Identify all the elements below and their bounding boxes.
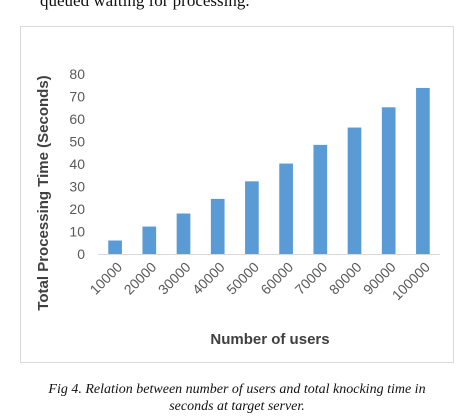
- bar: [210, 198, 225, 254]
- x-tick-label: 30000: [155, 259, 194, 298]
- x-tick-label: 10000: [86, 259, 125, 298]
- y-tick-label: 50: [69, 134, 85, 150]
- bar: [279, 163, 293, 254]
- x-tick-label: 100000: [389, 259, 433, 303]
- chart-frame: [20, 26, 454, 363]
- x-tick-label: 70000: [292, 259, 331, 298]
- y-tick-labels: 0 10 20 30 40 50 60 70 80: [69, 66, 85, 262]
- bar: [313, 144, 328, 254]
- figure-caption: Fig 4. Relation between number of users …: [0, 381, 474, 415]
- x-axis-label: Number of users: [210, 331, 329, 348]
- x-tick-label: 60000: [257, 259, 296, 298]
- bar: [142, 226, 157, 254]
- bar: [416, 87, 430, 254]
- y-axis-label: Total Processing Time (Seconds): [35, 75, 52, 310]
- bar: [176, 213, 191, 254]
- y-tick-label: 40: [69, 156, 85, 172]
- bar: [381, 107, 396, 254]
- x-tick-labels: 1000020000300004000050000600007000080000…: [86, 259, 433, 303]
- y-tick-label: 80: [69, 66, 85, 82]
- y-tick-label: 20: [69, 201, 85, 217]
- x-tick-label: 40000: [189, 259, 228, 298]
- bars: [108, 87, 430, 254]
- body-text-fragment: queued waiting for processing.: [40, 0, 250, 10]
- y-tick-label: 70: [69, 89, 85, 105]
- x-tick-label: 20000: [121, 259, 160, 298]
- y-tick-label: 30: [69, 179, 85, 195]
- y-tick-label: 0: [77, 246, 85, 262]
- y-tick-label: 10: [69, 224, 85, 240]
- bar: [108, 240, 122, 254]
- bar: [347, 127, 362, 254]
- bar: [245, 181, 259, 254]
- x-tick-label: 80000: [326, 259, 365, 298]
- caption-line-1: Fig 4. Relation between number of users …: [48, 382, 426, 397]
- x-tick-label: 50000: [223, 259, 262, 298]
- caption-line-2: seconds at target server.: [169, 399, 305, 414]
- y-tick-label: 60: [69, 111, 85, 127]
